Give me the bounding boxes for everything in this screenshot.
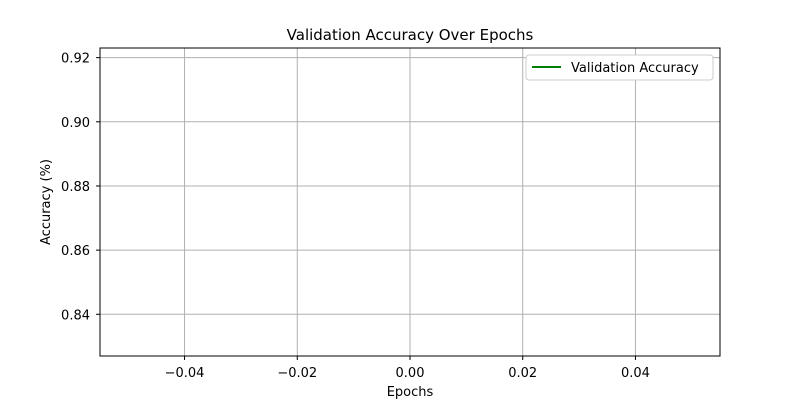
x-axis-ticks: −0.04 −0.02 0.00 0.02 0.04 [165, 356, 650, 381]
legend-box [525, 54, 714, 81]
y-tick-label: 0.88 [61, 180, 90, 195]
chart-title: Validation Accuracy Over Epochs [287, 26, 534, 44]
y-axis-label: Accuracy (%) [39, 159, 54, 245]
x-tick-label: 0.02 [508, 366, 537, 381]
x-tick-label: 0.04 [621, 366, 650, 381]
x-axis-label: Epochs [387, 385, 434, 400]
y-tick-label: 0.92 [61, 52, 90, 67]
legend-label-validation-accuracy: Validation Accuracy [571, 61, 699, 76]
y-tick-label: 0.84 [61, 308, 90, 323]
legend: Validation Accuracy [525, 54, 714, 81]
y-tick-label: 0.86 [61, 244, 90, 259]
y-tick-label: 0.90 [61, 116, 90, 131]
x-tick-label: −0.04 [165, 366, 205, 381]
x-tick-label: −0.02 [277, 366, 317, 381]
x-tick-label: 0.00 [396, 366, 425, 381]
y-axis-ticks: 0.84 0.86 0.88 0.90 0.92 [61, 52, 100, 323]
